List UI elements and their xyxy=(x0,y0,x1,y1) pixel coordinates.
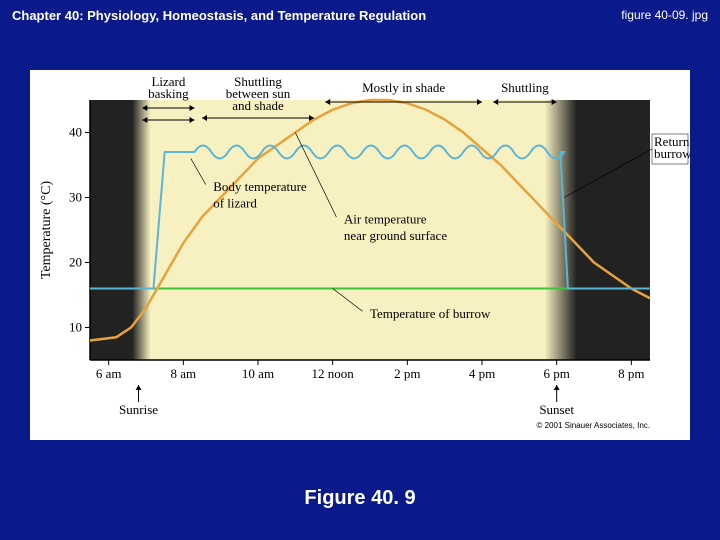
svg-text:Sunset: Sunset xyxy=(539,402,574,417)
svg-text:20: 20 xyxy=(69,255,82,270)
svg-text:8 pm: 8 pm xyxy=(618,366,644,381)
svg-text:2 pm: 2 pm xyxy=(394,366,420,381)
svg-text:and shade: and shade xyxy=(232,98,284,113)
chapter-title: Chapter 40: Physiology, Homeostasis, and… xyxy=(12,8,426,23)
header: Chapter 40: Physiology, Homeostasis, and… xyxy=(0,8,720,23)
svg-text:near ground surface: near ground surface xyxy=(344,228,447,243)
svg-text:basking: basking xyxy=(148,86,189,101)
svg-text:© 2001 Sinauer Associates, Inc: © 2001 Sinauer Associates, Inc. xyxy=(536,421,650,430)
svg-text:Sunrise: Sunrise xyxy=(119,402,158,417)
svg-text:Body temperature: Body temperature xyxy=(213,179,307,194)
svg-text:40: 40 xyxy=(69,125,82,140)
svg-text:4 pm: 4 pm xyxy=(469,366,495,381)
svg-text:of lizard: of lizard xyxy=(213,195,257,210)
svg-text:Temperature of burrow: Temperature of burrow xyxy=(370,306,491,321)
svg-text:burrow: burrow xyxy=(654,146,690,161)
svg-text:30: 30 xyxy=(69,190,82,205)
chart-container: 10 20 30 40 Temperature (°C) 6 am 8 am 10 am 12 … xyxy=(30,70,690,440)
svg-text:10: 10 xyxy=(69,320,82,335)
filename: figure 40-09. jpg xyxy=(621,8,708,23)
svg-text:Mostly in shade: Mostly in shade xyxy=(362,80,445,95)
svg-text:Shuttling: Shuttling xyxy=(501,80,549,95)
svg-text:Temperature (°C): Temperature (°C) xyxy=(39,181,54,280)
temperature-chart: 10 20 30 40 Temperature (°C) 6 am 8 am 10 am 12 … xyxy=(30,70,690,440)
svg-text:6 pm: 6 pm xyxy=(543,366,569,381)
svg-text:Air temperature: Air temperature xyxy=(344,212,427,227)
figure-caption: Figure 40. 9 xyxy=(0,487,720,510)
svg-text:6 am: 6 am xyxy=(96,366,122,381)
svg-text:10 am: 10 am xyxy=(242,366,274,381)
svg-text:12 noon: 12 noon xyxy=(312,366,355,381)
svg-text:8 am: 8 am xyxy=(171,366,197,381)
